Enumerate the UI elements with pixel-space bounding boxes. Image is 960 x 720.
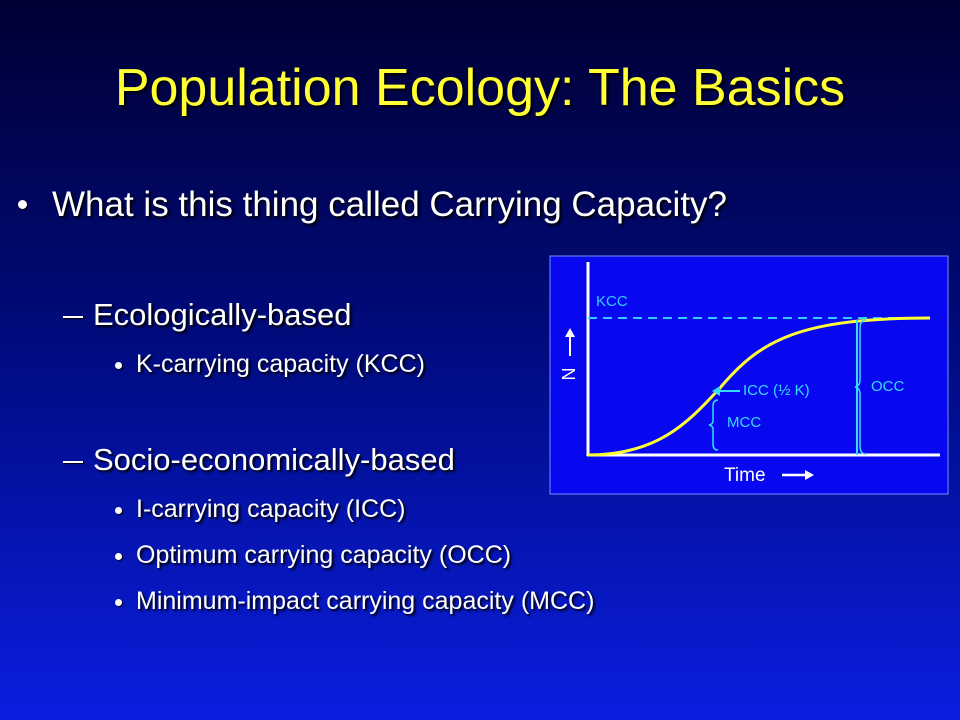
subheading: Ecologically-based xyxy=(93,297,352,332)
slide-title: Population Ecology: The Basics xyxy=(114,59,846,117)
item: K-carrying capacity (KCC) xyxy=(136,350,425,378)
kcc-label: KCC xyxy=(596,293,628,310)
bullet-dot xyxy=(18,200,27,209)
occ-brace xyxy=(854,319,867,455)
bullet-dot xyxy=(115,599,122,606)
dash xyxy=(63,316,83,318)
bullet-dot xyxy=(115,553,122,560)
y-axis-label: N xyxy=(559,368,579,381)
n-arrowhead xyxy=(565,328,575,337)
diagram-box xyxy=(549,255,949,495)
bullet-text: What is this thing called Carrying Capac… xyxy=(52,185,728,224)
occ-label: OCC xyxy=(871,378,905,395)
mcc-brace xyxy=(708,399,719,451)
item: Optimum carrying capacity (OCC) xyxy=(136,541,512,569)
bullet-dot xyxy=(115,362,122,369)
icc-label: ICC (½ K) xyxy=(743,382,810,399)
icc-arrowhead xyxy=(712,386,720,396)
item: Minimum-impact carrying capacity (MCC) xyxy=(136,587,595,615)
mcc-label: MCC xyxy=(727,414,761,431)
bullet-dot xyxy=(115,507,122,514)
s-curve xyxy=(587,316,931,457)
time-arrowhead xyxy=(805,470,814,480)
item: I-carrying capacity (ICC) xyxy=(136,495,406,523)
x-axis-label: Time xyxy=(724,465,766,486)
subheading: Socio-economically-based xyxy=(93,442,455,477)
dash xyxy=(63,461,83,463)
